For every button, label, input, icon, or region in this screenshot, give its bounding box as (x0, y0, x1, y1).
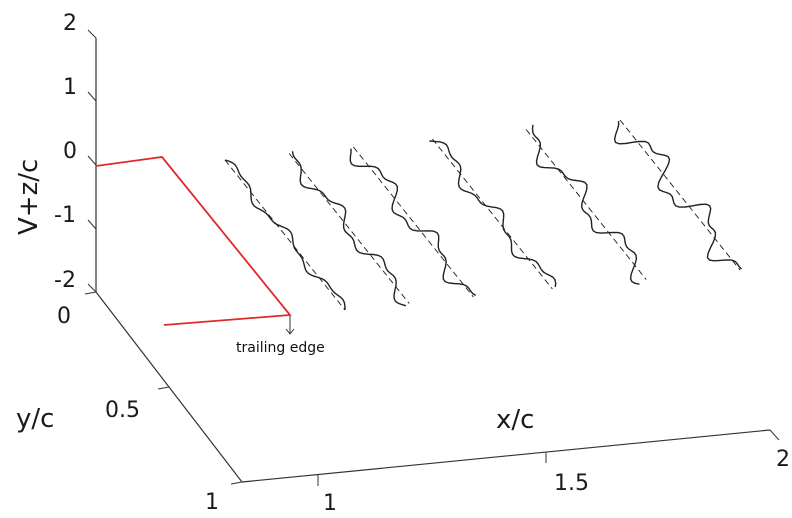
profile-line (291, 151, 407, 307)
vertical-axis-label: V+z/c (14, 159, 44, 235)
depth-tick-label: 0.5 (105, 398, 140, 423)
horizontal-tick-label: 1 (323, 491, 337, 516)
horizontal-tick-label: 1.5 (554, 471, 589, 496)
trailing-edge-arrowhead (285, 328, 295, 335)
vertical-tick-label: 1 (63, 75, 77, 100)
vertical-tick-mark (87, 29, 97, 39)
horizontal-axis-line (241, 429, 771, 483)
mean-line (432, 138, 553, 290)
profile-line (224, 159, 346, 311)
horizontal-tick-label: 2 (776, 447, 790, 472)
depth-tick-mark (84, 291, 97, 295)
mean-line (525, 129, 647, 280)
depth-tick-label: 1 (205, 490, 219, 515)
vertical-tick-label: 2 (63, 11, 77, 36)
vertical-tick-label: -1 (54, 203, 76, 228)
vertical-tick-mark (87, 155, 97, 166)
vertical-tick-mark (87, 91, 97, 102)
depth-tick-label: 0 (57, 304, 71, 329)
vertical-tick-label: 0 (63, 139, 77, 164)
depth-tick-mark (230, 481, 243, 485)
vertical-tick-label: -2 (54, 268, 76, 293)
horizontal-tick-mark (769, 429, 780, 441)
depth-axis-label: y/c (16, 404, 54, 434)
vertical-tick-mark (87, 219, 97, 230)
profile-line (531, 124, 640, 285)
vertical-tick-mark (87, 283, 97, 293)
mean-line (353, 146, 474, 298)
profile-line (613, 120, 742, 270)
profile-line (429, 140, 557, 288)
mean-line (224, 159, 346, 311)
trailing-edge-label: trailing edge (236, 340, 325, 356)
mean-line (288, 153, 410, 304)
mean-line (619, 119, 741, 271)
series-layer (224, 119, 742, 311)
wing-outline (95, 156, 292, 326)
horizontal-axis-label: x/c (496, 405, 534, 435)
depth-tick-mark (157, 386, 170, 390)
profile-line (349, 148, 477, 297)
